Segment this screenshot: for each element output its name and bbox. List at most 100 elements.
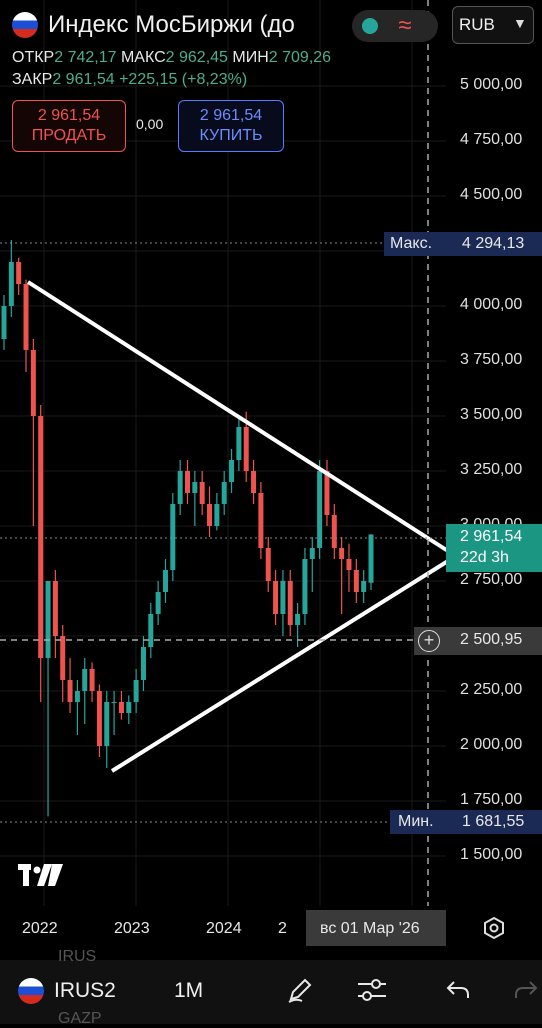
symbol-title[interactable]: Индекс МосБиржи (до	[48, 11, 295, 38]
symbol-button[interactable]: IRUS2	[14, 974, 154, 1010]
candle	[273, 570, 279, 625]
y-tick-label: 2 750,00	[460, 571, 523, 588]
sell-label: ПРОДАТЬ	[31, 127, 107, 144]
chevron-down-icon: ▼	[513, 15, 527, 31]
candle	[317, 460, 323, 559]
low-label: МИН	[232, 49, 269, 66]
candle	[214, 493, 220, 531]
crosshair-price-value: 2 500,95	[460, 631, 523, 648]
candle	[258, 482, 264, 559]
candle	[89, 662, 95, 702]
undo-icon[interactable]	[444, 976, 472, 1004]
candle	[23, 279, 29, 372]
open-label: ОТКР	[12, 49, 55, 66]
candle	[30, 339, 36, 526]
russia-flag-icon	[12, 12, 38, 38]
max-tag-label: Макс.	[390, 235, 433, 252]
candle	[104, 691, 110, 768]
currency-select[interactable]: RUB ▼	[452, 6, 534, 44]
candle	[177, 460, 183, 515]
high-label: МАКС	[120, 49, 166, 66]
crosshair-price-tag[interactable]: + 2 500,95	[414, 627, 542, 655]
min-tag-label: Мин.	[398, 813, 434, 830]
y-tick-label: 1 500,00	[460, 846, 523, 863]
candle	[331, 504, 337, 559]
candle	[207, 486, 213, 537]
last-price-tag: 2 961,54 22d 3h	[446, 524, 542, 572]
max-tag: Макс. 4 294,13	[384, 232, 542, 256]
triangle-lower-trendline	[110, 559, 450, 773]
candle	[185, 460, 190, 504]
candle	[353, 559, 359, 603]
russia-flag-icon	[18, 978, 44, 1004]
redo-icon[interactable]	[512, 976, 540, 1004]
candle	[148, 603, 154, 658]
ghost-symbol-bottom: GAZP	[58, 1010, 102, 1027]
candle	[324, 460, 330, 526]
interval-button[interactable]: 1M	[174, 979, 204, 1002]
candle	[133, 669, 139, 713]
candle	[287, 570, 293, 636]
candle	[16, 257, 22, 295]
y-tick-label: 4 000,00	[460, 296, 523, 313]
y-tick-label: 3 250,00	[460, 461, 523, 478]
change-value: +225,15 (+8,23%)	[119, 71, 248, 88]
crosshair-date-tag: вс 01 Мар '26	[306, 910, 446, 946]
draw-pen-icon[interactable]	[286, 976, 314, 1004]
candle	[309, 537, 315, 592]
triangle-upper-trendline	[26, 280, 450, 553]
y-tick-label: 2 000,00	[460, 736, 523, 753]
tradingview-logo	[18, 864, 63, 886]
min-tag: Мин. 1 681,55	[390, 810, 542, 834]
candle	[280, 570, 286, 636]
chart-grid	[0, 0, 446, 906]
candle	[192, 471, 198, 526]
high-value: 2 962,45	[165, 49, 228, 66]
crosshair-date: вс 01 Мар '26	[320, 920, 420, 937]
x-tick-label: 2022	[22, 920, 58, 937]
candle	[302, 548, 308, 625]
currency-value: RUB	[459, 15, 495, 34]
ohlc-row-2: ЗАКР2 961,54 +225,15 (+8,23%)	[12, 71, 247, 89]
add-alert-icon[interactable]: +	[418, 630, 440, 652]
candle	[52, 570, 58, 658]
candle	[361, 570, 367, 603]
close-value: 2 961,54	[52, 71, 115, 88]
candle	[368, 534, 374, 590]
candle	[221, 471, 227, 515]
spread-value: 0,00	[136, 116, 164, 132]
candle	[1, 295, 7, 350]
candle	[346, 543, 352, 592]
x-tick-label: 2023	[114, 920, 150, 937]
ghost-symbol-top: IRUS	[58, 948, 97, 965]
candle	[118, 691, 124, 720]
market-open-dot-icon	[362, 18, 378, 34]
chart-settings-icon[interactable]	[482, 916, 506, 940]
min-tag-value: 1 681,55	[462, 813, 525, 830]
y-tick-label: 5 000,00	[460, 76, 523, 93]
low-value: 2 709,26	[268, 49, 332, 66]
y-tick-label: 2 250,00	[460, 681, 523, 698]
candle	[60, 625, 66, 702]
y-tick-label: 4 500,00	[460, 186, 523, 203]
buy-button[interactable]: 2 961,54 КУПИТЬ	[178, 100, 284, 152]
open-value: 2 742,17	[54, 49, 117, 66]
candle	[8, 240, 14, 317]
candle	[170, 493, 176, 581]
indicators-sliders-icon[interactable]	[356, 976, 388, 1004]
buy-label: КУПИТЬ	[199, 127, 263, 144]
candle	[126, 695, 132, 724]
y-tick-label: 1 750,00	[460, 791, 523, 808]
y-tick-label: 4 750,00	[460, 131, 523, 148]
candle	[45, 581, 51, 817]
candle	[236, 416, 242, 471]
candle-series	[1, 240, 374, 817]
bottom-toolbar: IRUS GAZP IRUS2 1M	[0, 948, 542, 1027]
sell-button[interactable]: 2 961,54 ПРОДАТЬ	[12, 100, 126, 152]
candle	[251, 460, 257, 504]
candle	[111, 691, 117, 735]
candle	[265, 537, 271, 592]
candle	[162, 559, 168, 603]
candle	[96, 684, 102, 757]
price-chart[interactable]	[0, 0, 542, 960]
